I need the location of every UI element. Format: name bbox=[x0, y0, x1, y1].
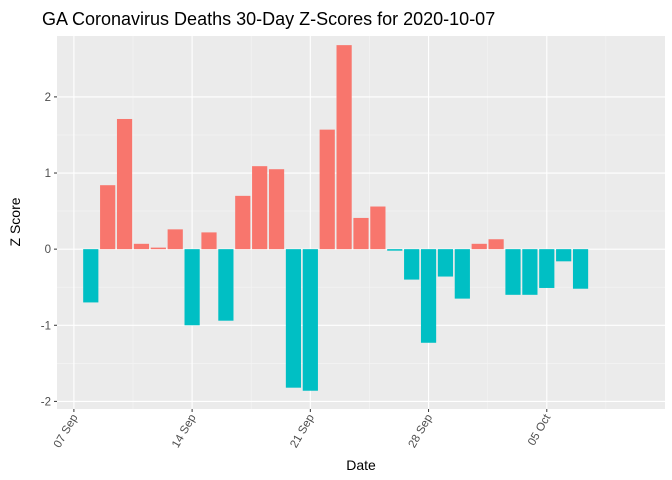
y-tick-label: 2 bbox=[45, 92, 51, 104]
bar bbox=[437, 249, 454, 277]
bar bbox=[404, 249, 420, 280]
bar bbox=[252, 166, 268, 250]
bar bbox=[353, 217, 369, 250]
bar bbox=[285, 249, 302, 388]
chart-title: GA Coronavirus Deaths 30-Day Z-Scores fo… bbox=[42, 9, 495, 29]
bar bbox=[556, 249, 572, 262]
bar bbox=[184, 249, 200, 326]
bar bbox=[471, 243, 487, 250]
bar bbox=[133, 243, 150, 250]
bar bbox=[488, 239, 504, 250]
bar bbox=[454, 249, 470, 299]
x-tick-label: 21 Sep bbox=[288, 413, 317, 451]
y-tick-label: 1 bbox=[45, 168, 51, 180]
bar bbox=[100, 185, 116, 250]
bar bbox=[387, 249, 403, 251]
bar bbox=[539, 249, 555, 288]
bar bbox=[522, 249, 538, 295]
bar bbox=[336, 45, 352, 250]
bar bbox=[572, 249, 589, 289]
bar bbox=[83, 249, 99, 303]
bar bbox=[302, 249, 318, 391]
bar bbox=[116, 118, 133, 250]
bar bbox=[201, 232, 217, 250]
bar bbox=[218, 249, 234, 321]
bar bbox=[268, 169, 285, 250]
y-tick-label: -1 bbox=[41, 320, 51, 332]
x-tick-label: 05 Oct bbox=[526, 412, 554, 448]
bar bbox=[420, 249, 437, 343]
bar bbox=[370, 206, 386, 250]
bar bbox=[167, 229, 183, 250]
y-tick-label: -2 bbox=[41, 396, 51, 408]
y-axis-title: Z Score bbox=[7, 197, 23, 246]
x-tick-label: 14 Sep bbox=[170, 413, 199, 451]
x-tick-label: 28 Sep bbox=[407, 413, 436, 451]
x-tick-label: 07 Sep bbox=[52, 413, 81, 451]
y-tick-label: 0 bbox=[45, 244, 51, 256]
bar bbox=[319, 129, 335, 250]
x-axis-title: Date bbox=[346, 457, 376, 473]
bar bbox=[235, 195, 251, 250]
bar bbox=[505, 249, 521, 295]
bar bbox=[150, 247, 166, 250]
